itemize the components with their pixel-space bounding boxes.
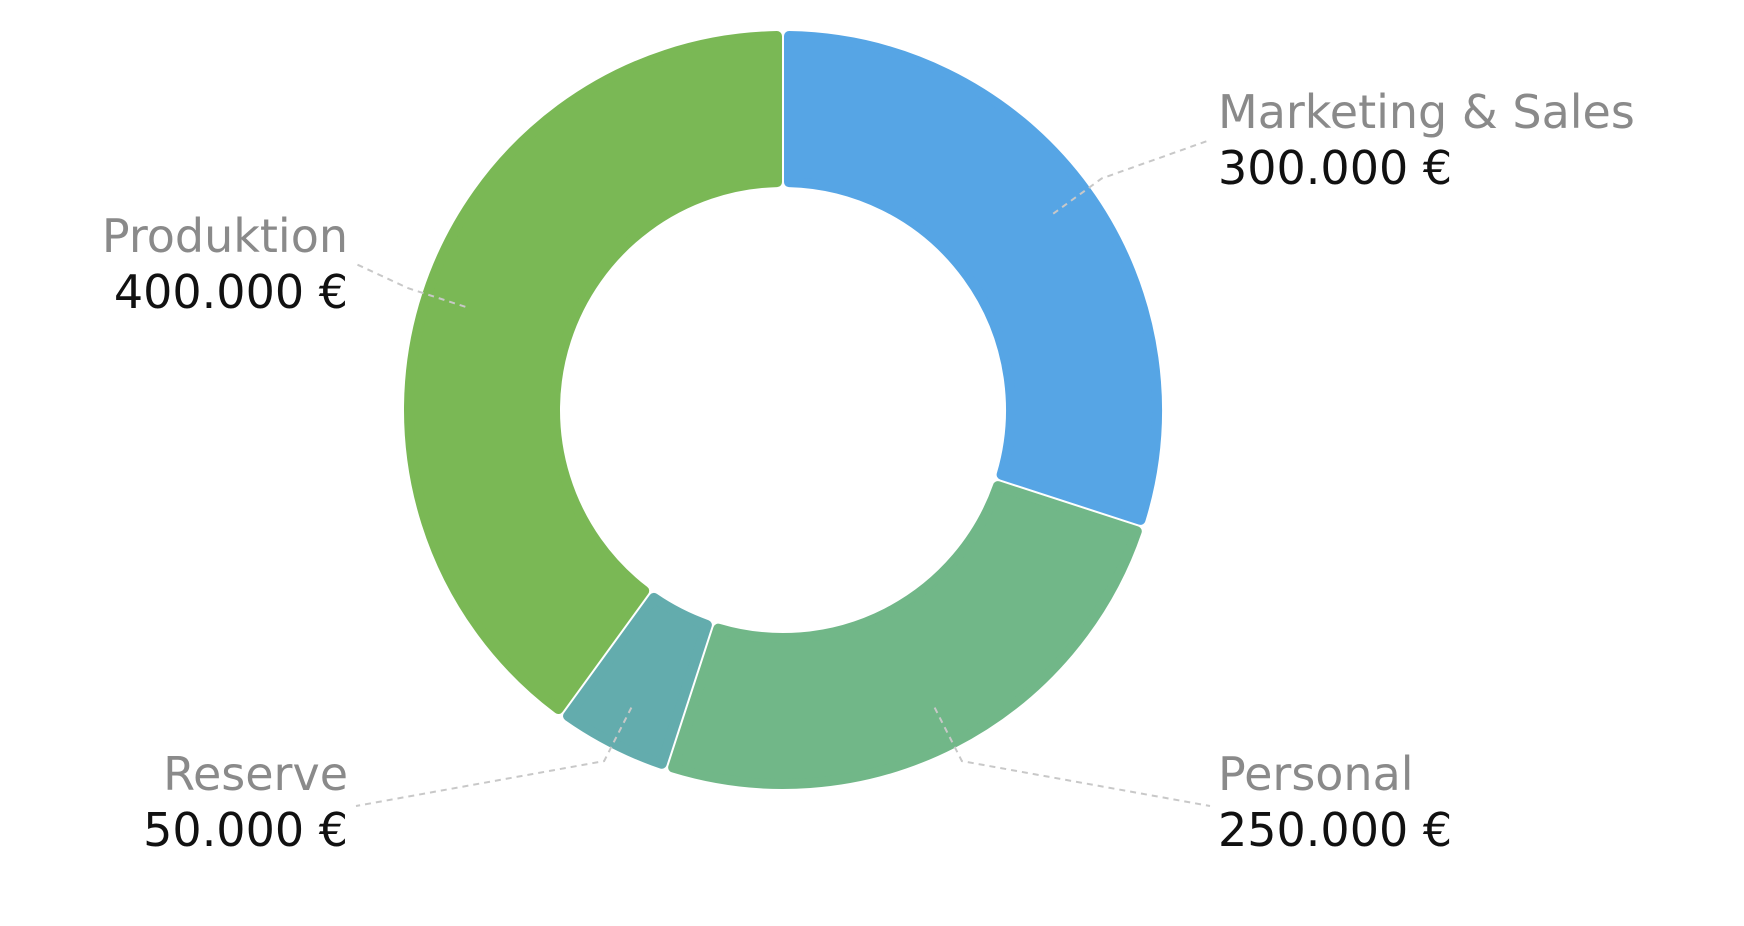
leader-line-0 [1052, 139, 1211, 215]
donut-slices [404, 31, 1162, 789]
slice-name-label-0: Marketing & Sales [1218, 85, 1635, 139]
donut-slice-0 [783, 31, 1162, 525]
slice-value-label-2: 50.000 € [143, 803, 348, 857]
donut-slice-2 [563, 592, 712, 769]
leader-line-1 [933, 707, 1211, 807]
slice-name-label-1: Personal [1218, 747, 1414, 801]
donut-slice-1 [668, 481, 1142, 789]
slice-name-label-2: Reserve [163, 747, 348, 801]
slice-value-label-0: 300.000 € [1218, 141, 1452, 195]
leader-line-3 [355, 263, 466, 308]
slice-value-label-3: 400.000 € [114, 265, 348, 319]
donut-slice-3 [404, 31, 783, 715]
slice-name-label-3: Produktion [102, 209, 348, 263]
leader-lines [355, 139, 1211, 807]
leader-line-2 [355, 707, 633, 807]
slice-value-label-1: 250.000 € [1218, 803, 1452, 857]
